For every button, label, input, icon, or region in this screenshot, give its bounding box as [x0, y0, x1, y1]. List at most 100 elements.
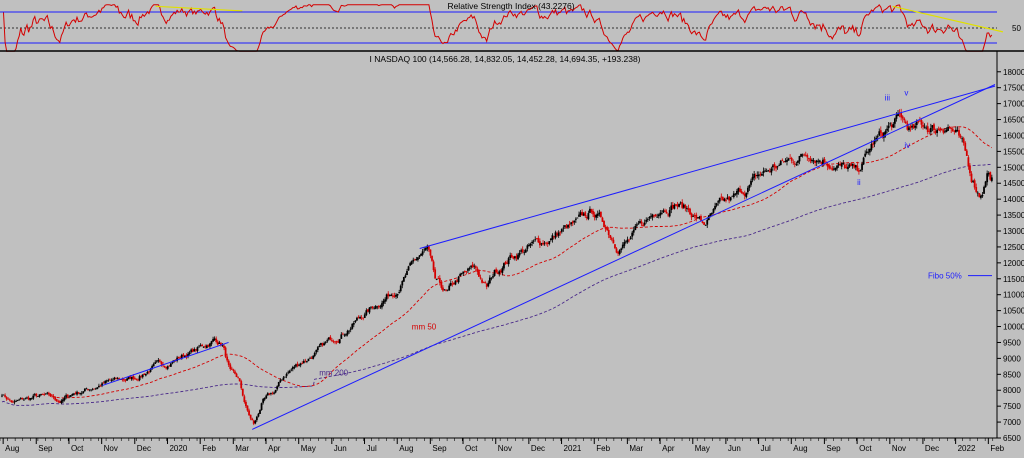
candle-body	[437, 278, 440, 280]
candle-body	[546, 243, 549, 244]
candle-body	[851, 163, 854, 166]
candle-body	[715, 203, 718, 206]
candle-body	[349, 328, 352, 330]
x-tick-label: Mar	[235, 444, 249, 453]
candle-body	[133, 378, 136, 379]
candle-body	[413, 259, 416, 261]
candle-body	[948, 127, 951, 129]
candle-body	[584, 212, 587, 217]
candle-body	[151, 366, 153, 370]
candle-body	[656, 216, 659, 218]
candle-body	[937, 128, 940, 130]
candle-body	[539, 241, 541, 246]
candle-body	[801, 154, 804, 156]
candle-body	[152, 364, 155, 367]
candle-body	[804, 154, 807, 156]
candle-body	[596, 213, 599, 216]
candle-body	[304, 360, 307, 362]
trendline	[102, 341, 229, 386]
candle-body	[360, 317, 363, 319]
candle-body	[723, 198, 726, 202]
candle-body	[19, 398, 22, 399]
candle-body	[823, 159, 826, 162]
candle-body	[513, 256, 516, 259]
candle-body	[850, 163, 852, 166]
candle-body	[46, 392, 49, 394]
candle-body	[252, 420, 255, 424]
candle-body	[266, 393, 269, 396]
candle-body	[273, 392, 275, 394]
candle-body	[465, 271, 468, 273]
rsi-trendlines	[155, 5, 1004, 33]
candle-body	[121, 378, 124, 380]
candle-body	[795, 163, 798, 165]
candle-body	[826, 164, 829, 167]
candle-body	[828, 165, 831, 169]
candle-body	[632, 229, 635, 233]
x-tick-label: Jul	[367, 444, 377, 453]
candle-body	[800, 154, 802, 157]
candle-body	[604, 226, 607, 229]
candle-body	[299, 363, 302, 366]
candle-body	[734, 193, 737, 195]
candle-body	[47, 392, 50, 395]
candle-body	[356, 317, 358, 321]
candle-body	[950, 128, 953, 129]
candle-body	[873, 140, 876, 145]
x-tick-label: Apr	[662, 444, 675, 453]
candle-body	[93, 388, 96, 390]
candle-body	[74, 393, 77, 395]
candle-body	[595, 214, 598, 218]
candle-body	[861, 163, 863, 170]
candle-body	[37, 396, 39, 397]
candle-body	[13, 401, 16, 403]
candle-body	[929, 127, 932, 133]
candle-body	[717, 201, 720, 203]
candle-body	[337, 341, 340, 343]
candle-body	[958, 130, 960, 136]
candle-body	[40, 394, 42, 396]
candle-body	[223, 345, 225, 348]
candle-body	[709, 213, 712, 216]
candle-body	[354, 320, 357, 322]
price-title: I NASDAQ 100 (14,566.28, 14,832.05, 14,4…	[369, 54, 640, 64]
candle-body	[775, 166, 777, 169]
candle-body	[671, 204, 674, 209]
x-tick-label: Feb	[990, 444, 1004, 453]
candle-body	[199, 345, 202, 347]
candle-body	[399, 285, 402, 292]
candle-body	[385, 294, 388, 300]
candle-body	[900, 112, 903, 118]
candle-body	[689, 208, 691, 215]
candle-body	[41, 393, 44, 395]
rsi-line	[3, 3, 993, 52]
candle-body	[71, 394, 74, 396]
candle-body	[643, 222, 646, 225]
candle-body	[876, 136, 879, 138]
candle-body	[179, 357, 182, 359]
candle-body	[33, 394, 36, 396]
candle-body	[560, 229, 563, 232]
rsi-title: Relative Strength Index (43.2276)	[447, 1, 574, 11]
candle-body	[690, 213, 693, 218]
candle-body	[263, 397, 266, 400]
candle-body	[184, 355, 186, 358]
candle-body	[285, 373, 288, 377]
candle-body	[51, 395, 53, 397]
rsi-trendline	[155, 5, 243, 12]
candle-body	[198, 346, 200, 348]
candle-body	[845, 167, 848, 169]
candle-body	[499, 270, 502, 273]
candle-body	[770, 168, 773, 173]
x-tick-label: Apr	[268, 444, 281, 453]
candle-body	[76, 391, 78, 395]
candle-body	[194, 349, 197, 351]
candle-body	[678, 203, 680, 207]
candle-body	[468, 268, 471, 269]
candle-body	[249, 414, 252, 419]
candle-body	[576, 217, 579, 219]
candle-body	[893, 118, 896, 124]
candle-body	[379, 306, 382, 308]
candle-body	[967, 157, 970, 167]
